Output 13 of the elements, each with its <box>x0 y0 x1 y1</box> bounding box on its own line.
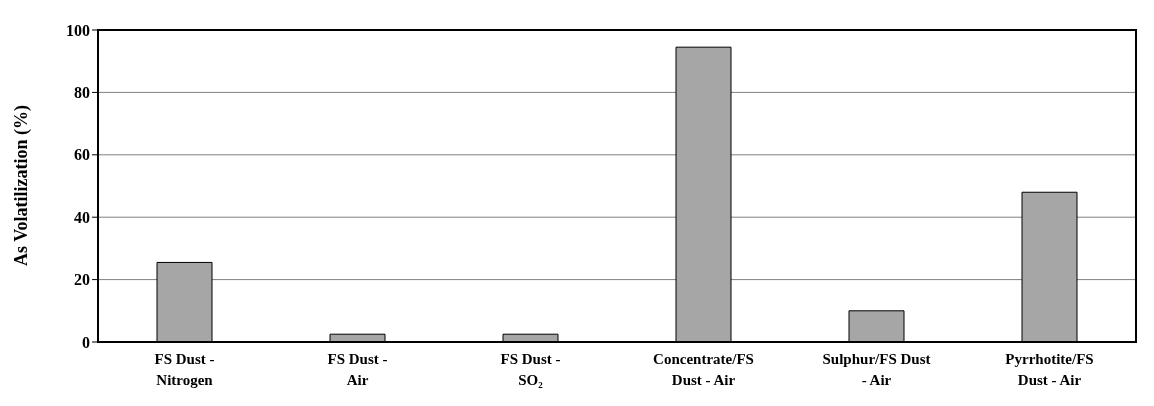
x-tick-label: Sulphur/FS Dust - Air <box>822 351 931 388</box>
y-tick-label: 40 <box>74 208 90 226</box>
y-tick-label: 20 <box>74 271 90 289</box>
x-tick-label: FS Dust - Nitrogen <box>154 351 215 388</box>
y-tick-label: 100 <box>66 21 90 39</box>
y-tick-label: 60 <box>74 146 90 164</box>
x-tick-label: FS Dust - SO₂ <box>500 351 561 388</box>
x-tick-label: Pyrrhotite/FS Dust - Air <box>1005 351 1094 388</box>
y-tick-label: 0 <box>82 333 90 351</box>
x-tick-label: FS Dust - Air <box>327 351 388 388</box>
y-tick-label: 80 <box>74 84 90 102</box>
x-tick-label: Concentrate/FS Dust - Air <box>653 351 754 388</box>
y-axis-title: As Volatilization (%) <box>11 104 33 266</box>
